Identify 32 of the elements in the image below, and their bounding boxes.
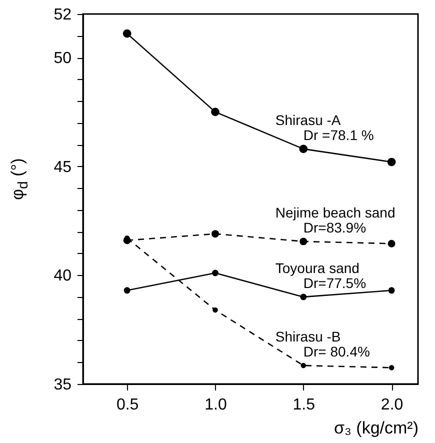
point	[388, 365, 394, 370]
series-label: Toyoura sand	[275, 260, 360, 276]
point	[300, 238, 308, 246]
point	[212, 270, 218, 276]
x-axis-title: σ₃ (kg/cm²)	[334, 418, 418, 438]
point	[388, 287, 395, 294]
annotation: Dr=83.9%	[303, 219, 366, 236]
point	[212, 307, 218, 313]
y-tick-label: 52	[54, 6, 72, 24]
annotation: Dr =78.1 %	[303, 126, 374, 143]
point	[124, 287, 130, 294]
point	[388, 240, 396, 248]
series-label: Shirasu -A	[275, 112, 342, 128]
point	[211, 108, 220, 116]
point	[300, 362, 306, 368]
x-tick-label: 0.5	[116, 396, 139, 414]
annotation: Dr= 80.4%	[303, 344, 370, 360]
series-label: Shirasu -B	[275, 328, 341, 344]
y-tick-label: 40	[54, 268, 72, 285]
y-tick-label: 50	[54, 50, 72, 68]
x-tick-label: 2.0	[380, 396, 404, 414]
point	[122, 29, 132, 38]
y-tick-label: 35	[54, 376, 72, 394]
point	[211, 230, 219, 238]
point	[299, 144, 308, 154]
point	[387, 158, 396, 166]
y-tick-label: 45	[54, 158, 72, 176]
x-tick-label: 1.5	[292, 396, 316, 414]
annotation: Dr=77.5%	[303, 274, 366, 291]
series-label: Nejime beach sand	[275, 204, 396, 220]
point	[300, 294, 307, 300]
x-tick-label: 1.0	[204, 396, 227, 414]
